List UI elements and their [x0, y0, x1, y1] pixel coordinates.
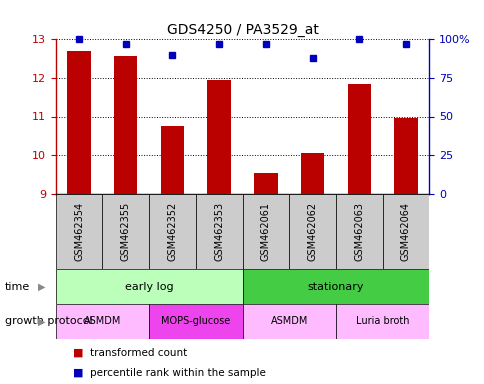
Bar: [196, 194, 242, 269]
Bar: [149, 304, 242, 339]
Text: GSM462064: GSM462064: [400, 202, 410, 261]
Text: GSM462354: GSM462354: [74, 202, 84, 261]
Bar: [288, 194, 335, 269]
Text: stationary: stationary: [307, 281, 363, 291]
Text: GSM462355: GSM462355: [121, 202, 131, 261]
Bar: [161, 126, 184, 194]
Text: GSM462062: GSM462062: [307, 202, 317, 261]
Text: percentile rank within the sample: percentile rank within the sample: [90, 368, 265, 378]
Text: Luria broth: Luria broth: [355, 316, 408, 326]
Bar: [242, 269, 428, 304]
Bar: [207, 80, 230, 194]
Bar: [102, 194, 149, 269]
Text: early log: early log: [124, 281, 173, 291]
Text: ASMDM: ASMDM: [270, 316, 307, 326]
Bar: [242, 194, 288, 269]
Bar: [67, 51, 91, 194]
Bar: [347, 84, 370, 194]
Bar: [300, 153, 323, 194]
Text: ▶: ▶: [37, 316, 45, 326]
Bar: [335, 304, 428, 339]
Text: time: time: [5, 281, 30, 291]
Text: GSM462061: GSM462061: [260, 202, 270, 261]
Text: ■: ■: [73, 348, 83, 358]
Bar: [56, 304, 149, 339]
Text: growth protocol: growth protocol: [5, 316, 92, 326]
Text: GSM462353: GSM462353: [214, 202, 224, 261]
Text: ■: ■: [73, 368, 83, 378]
Text: GSM462352: GSM462352: [167, 202, 177, 261]
Bar: [149, 194, 196, 269]
Bar: [393, 118, 417, 194]
Text: transformed count: transformed count: [90, 348, 187, 358]
Bar: [114, 56, 137, 194]
Bar: [56, 194, 102, 269]
Text: GSM462063: GSM462063: [353, 202, 363, 261]
Title: GDS4250 / PA3529_at: GDS4250 / PA3529_at: [166, 23, 318, 36]
Text: ▶: ▶: [37, 281, 45, 291]
Text: ASMDM: ASMDM: [84, 316, 121, 326]
Bar: [242, 304, 335, 339]
Text: MOPS-glucose: MOPS-glucose: [161, 316, 230, 326]
Bar: [56, 269, 242, 304]
Bar: [335, 194, 382, 269]
Bar: [254, 173, 277, 194]
Bar: [382, 194, 428, 269]
